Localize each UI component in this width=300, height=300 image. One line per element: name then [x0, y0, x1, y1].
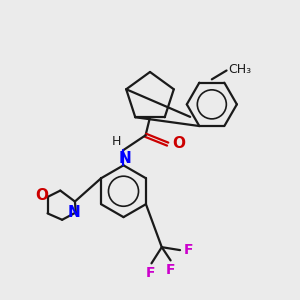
Text: CH₃: CH₃	[229, 63, 252, 76]
Text: O: O	[36, 188, 49, 203]
Text: N: N	[118, 152, 131, 166]
Text: F: F	[184, 243, 193, 257]
Text: N: N	[68, 205, 81, 220]
Text: F: F	[166, 263, 175, 278]
Text: F: F	[145, 266, 155, 280]
Text: O: O	[172, 136, 185, 151]
Text: H: H	[112, 135, 122, 148]
